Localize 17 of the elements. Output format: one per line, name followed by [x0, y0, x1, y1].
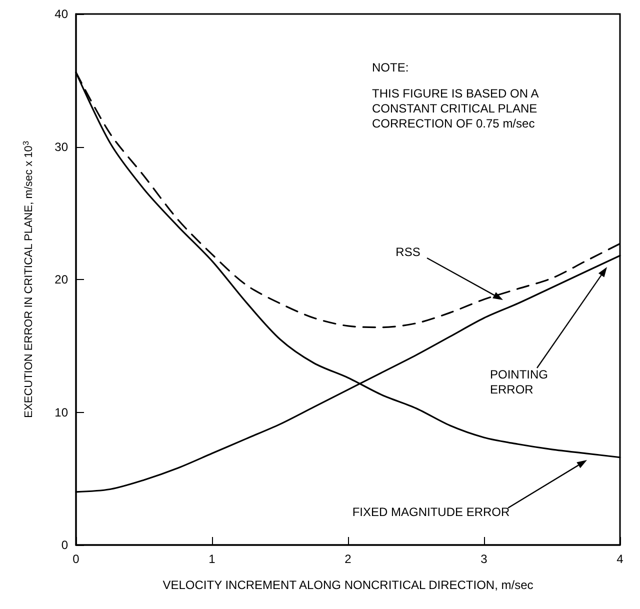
x-tick-label: 2 [344, 552, 352, 566]
x-axis-title: VELOCITY INCREMENT ALONG NONCRITICAL DIRECTION, m/sec [162, 578, 534, 592]
x-tick-label: 1 [208, 552, 216, 566]
annotation: RSS [396, 245, 420, 259]
x-tick-label: 4 [616, 552, 624, 566]
x-tick-label: 0 [72, 552, 80, 566]
x-tick-label: 3 [480, 552, 488, 566]
y-axis-title: EXECUTION ERROR IN CRITICAL PLANE, m/sec x 103 [22, 140, 35, 418]
annotation: POINTING ERROR [490, 368, 548, 396]
annotation: THIS FIGURE IS BASED ON A CONSTANT CRITICAL PLANE CORRECTION OF 0.75 m/sec [372, 86, 542, 130]
y-tick-label: 20 [54, 272, 68, 286]
annotation: NOTE: [372, 60, 409, 74]
y-tick-label: 40 [54, 7, 68, 21]
y-tick-label: 0 [61, 538, 68, 552]
annotation: FIXED MAGNITUDE ERROR [352, 505, 510, 519]
y-tick-label: 30 [54, 140, 68, 154]
y-tick-label: 10 [54, 405, 68, 420]
